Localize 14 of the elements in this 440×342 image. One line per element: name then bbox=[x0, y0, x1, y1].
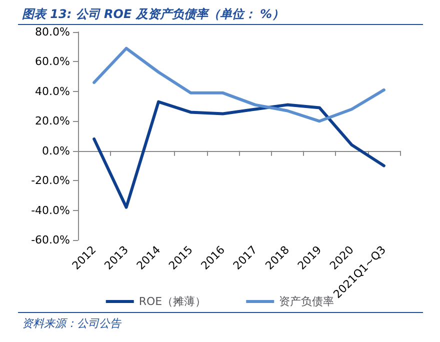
y-tick-label: 60.0% bbox=[35, 55, 70, 68]
y-tick-label: -60.0% bbox=[31, 234, 70, 246]
y-tick-label: 40.0% bbox=[35, 84, 70, 98]
legend-label: 资产负债率 bbox=[279, 295, 334, 308]
legend-label: ROE（摊薄） bbox=[138, 295, 206, 308]
y-tick-label: 20.0% bbox=[35, 114, 70, 128]
line-series bbox=[92, 46, 386, 123]
text: 资料来源：公司公告 bbox=[22, 316, 121, 331]
y-tick-label: -20.0% bbox=[31, 174, 70, 188]
chart-title: 图表 13: 公司 ROE 及资产负债率（单位： %） bbox=[22, 6, 284, 23]
line-series bbox=[92, 100, 386, 209]
y-tick-label: -40.0% bbox=[31, 204, 70, 217]
y-tick-label: 0.0% bbox=[42, 144, 70, 158]
y-tick-label: 80.0% bbox=[35, 26, 70, 38]
